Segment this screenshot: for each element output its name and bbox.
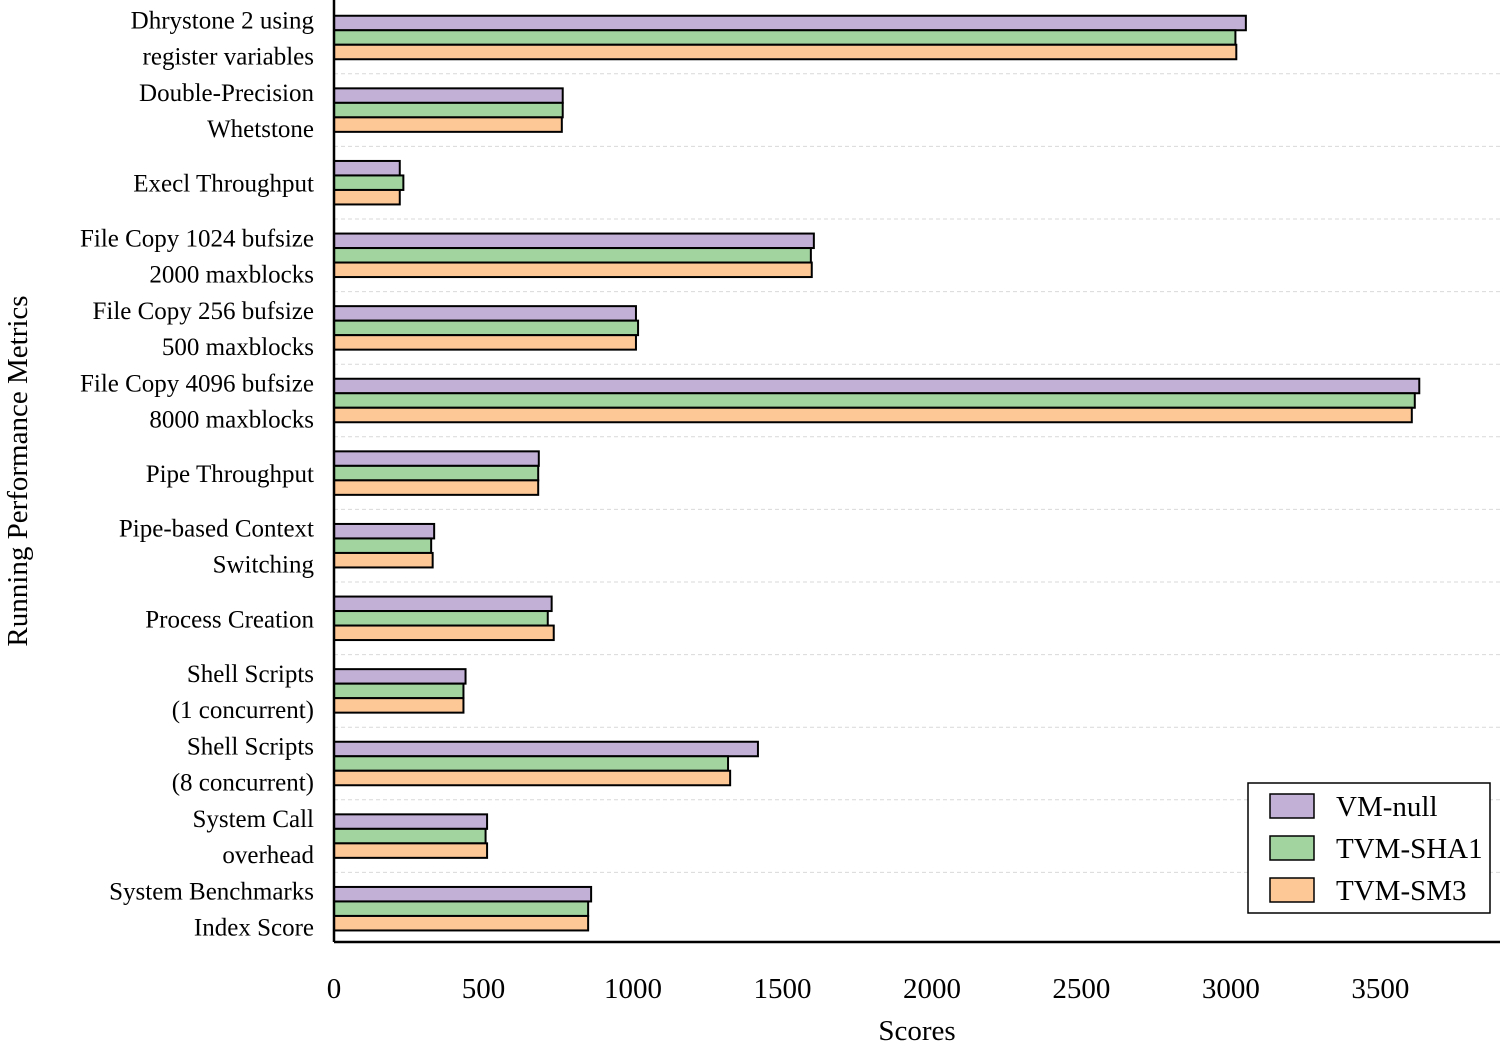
bar-tvm-sha1-2 <box>333 174 405 191</box>
category-label: Index Score <box>194 915 314 942</box>
x-tick-label: 0 <box>327 973 342 1005</box>
bar-tvm-sha1-7 <box>333 537 433 554</box>
category-label: 2000 maxblocks <box>149 261 314 288</box>
category-label: File Copy 4096 bufsize <box>80 371 314 398</box>
category-label: Pipe-based Context <box>119 516 314 543</box>
bar-tvm-sha1-6 <box>333 464 540 482</box>
grid-lines <box>334 73 1500 873</box>
bars <box>333 14 1421 932</box>
bar-tvm-sm3-5 <box>333 406 1413 424</box>
bar-tvm-sm3-10 <box>333 769 732 787</box>
bar-vm-null-11 <box>333 813 489 830</box>
legend-swatch-tvm-sha1 <box>1269 835 1315 861</box>
category-label: Process Creation <box>145 606 314 633</box>
category-label: File Copy 1024 bufsize <box>80 225 314 252</box>
x-tick-label: 2000 <box>903 973 961 1005</box>
x-tick-label: 3000 <box>1202 973 1260 1005</box>
bar-vm-null-4 <box>333 305 637 322</box>
bar-tvm-sha1-1 <box>333 101 564 119</box>
x-tick-label: 1500 <box>753 973 811 1005</box>
x-tick-label: 3500 <box>1351 973 1409 1005</box>
bar-vm-null-10 <box>333 740 759 758</box>
bar-vm-null-3 <box>333 232 815 250</box>
axes <box>332 0 1500 944</box>
bar-tvm-sha1-4 <box>333 319 640 337</box>
bar-tvm-sha1-3 <box>333 247 812 264</box>
category-label: Double-Precision <box>139 80 314 107</box>
bar-vm-null-6 <box>333 450 540 467</box>
bar-tvm-sha1-8 <box>333 610 549 627</box>
bar-tvm-sm3-6 <box>333 479 540 496</box>
x-axis-title: Scores <box>878 1015 955 1047</box>
category-label: 8000 maxblocks <box>149 407 314 434</box>
bar-tvm-sha1-5 <box>333 392 1416 409</box>
x-tick-label: 500 <box>462 973 506 1005</box>
bar-tvm-sm3-8 <box>333 624 555 642</box>
legend-swatch-vm-null <box>1269 793 1315 819</box>
bar-vm-null-5 <box>333 377 1421 395</box>
category-label: Switching <box>213 552 315 579</box>
category-label: Shell Scripts <box>187 661 314 688</box>
bar-vm-null-12 <box>333 885 593 903</box>
legend-label: TVM-SM3 <box>1336 875 1467 907</box>
legend-label: TVM-SHA1 <box>1336 833 1483 865</box>
category-label: Whetstone <box>207 116 314 143</box>
bar-vm-null-8 <box>333 595 553 613</box>
bar-tvm-sm3-11 <box>333 842 489 859</box>
bar-tvm-sm3-9 <box>333 697 465 714</box>
category-label: File Copy 256 bufsize <box>92 298 314 325</box>
bar-tvm-sm3-0 <box>333 43 1238 61</box>
x-tick-label: 2500 <box>1052 973 1110 1005</box>
bar-vm-null-7 <box>333 522 436 540</box>
bar-tvm-sm3-7 <box>333 551 434 569</box>
category-label: System Call <box>192 806 314 833</box>
bar-tvm-sm3-4 <box>333 334 637 351</box>
category-label: overhead <box>222 842 314 869</box>
category-label: Dhrystone 2 using <box>131 8 315 35</box>
category-label: Shell Scripts <box>187 734 314 761</box>
category-label: Pipe Throughput <box>146 461 314 488</box>
bar-tvm-sm3-3 <box>333 261 813 279</box>
y-axis-title: Running Performance Metrics <box>2 295 34 646</box>
category-label: 500 maxblocks <box>162 334 314 361</box>
bar-vm-null-2 <box>333 159 401 177</box>
category-labels: Dhrystone 2 using register variables Doubl… <box>80 8 315 942</box>
bar-tvm-sha1-9 <box>333 682 465 700</box>
bar-vm-null-0 <box>333 14 1247 32</box>
bar-tvm-sm3-2 <box>333 188 401 206</box>
category-label: (8 concurrent) <box>172 770 314 797</box>
bar-tvm-sha1-0 <box>333 29 1237 46</box>
bar-vm-null-9 <box>333 668 467 685</box>
x-ticks: 0 500 1000 1500 2000 2500 3000 3500 <box>327 973 1410 1005</box>
bar-tvm-sha1-11 <box>333 827 487 845</box>
legend-label: VM-null <box>1336 791 1438 823</box>
category-label: System Benchmarks <box>109 879 314 906</box>
bar-tvm-sha1-10 <box>333 755 730 772</box>
bar-tvm-sm3-1 <box>333 116 563 133</box>
category-label: (1 concurrent) <box>172 697 314 724</box>
x-tick-label: 1000 <box>604 973 662 1005</box>
bar-vm-null-1 <box>333 87 564 104</box>
category-label: register variables <box>143 44 314 71</box>
legend: VM-null TVM-SHA1 TVM-SM3 <box>1247 782 1491 914</box>
bar-tvm-sm3-12 <box>333 914 590 932</box>
bar-tvm-sha1-12 <box>333 900 590 917</box>
legend-swatch-tvm-sm3 <box>1269 877 1315 903</box>
category-label: Execl Throughput <box>133 171 314 198</box>
